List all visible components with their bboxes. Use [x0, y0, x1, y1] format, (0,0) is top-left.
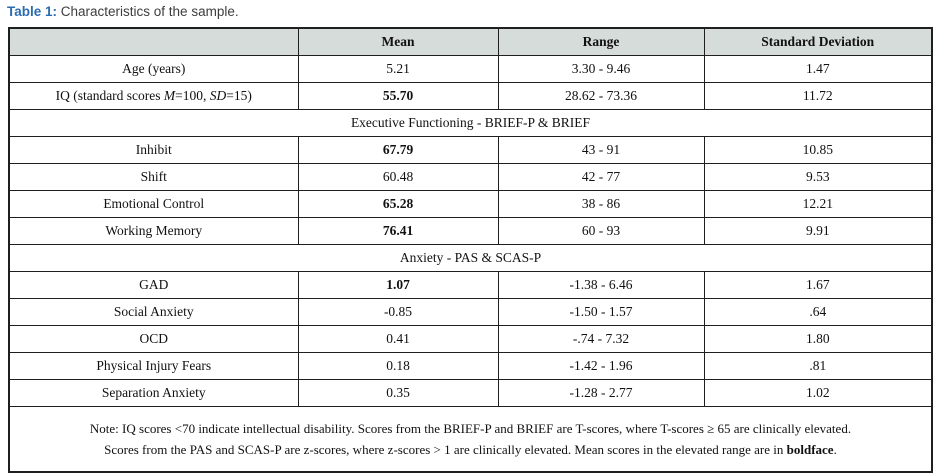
cell-sd: 1.80: [703, 325, 933, 353]
note-line-2-boldface: boldface: [786, 442, 834, 457]
table-row: Social Anxiety -0.85 -1.50 - 1.57 .64: [8, 298, 933, 326]
row-label-part-italic: M: [163, 88, 176, 103]
cell-mean: 0.35: [297, 379, 499, 407]
cell-sd: 9.53: [703, 163, 933, 191]
column-header-sd: Standard Deviation: [703, 27, 933, 56]
table-row: Separation Anxiety 0.35 -1.28 - 2.77 1.0…: [8, 379, 933, 407]
row-label: Social Anxiety: [8, 298, 299, 326]
cell-mean: -0.85: [297, 298, 499, 326]
section-header-anxiety: Anxiety - PAS & SCAS-P: [8, 244, 933, 272]
table-row: GAD 1.07 -1.38 - 6.46 1.67: [8, 271, 933, 299]
table-row: Physical Injury Fears 0.18 -1.42 - 1.96 …: [8, 352, 933, 380]
table-row: Age (years) 5.21 3.30 - 9.46 1.47: [8, 55, 933, 83]
note-line-2-text: Scores from the PAS and SCAS-P are z-sco…: [104, 442, 787, 457]
column-header-range: Range: [497, 27, 705, 56]
row-label: Inhibit: [8, 136, 299, 164]
cell-mean: 0.18: [297, 352, 499, 380]
cell-range: 43 - 91: [497, 136, 705, 164]
header-row: Mean Range Standard Deviation: [8, 27, 933, 56]
column-header-mean: Mean: [297, 27, 499, 56]
note-line-1: Note: IQ scores <70 indicate intellectua…: [89, 421, 852, 436]
cell-range: 28.62 - 73.36: [497, 82, 705, 110]
table-row: Emotional Control 65.28 38 - 86 12.21: [8, 190, 933, 218]
cell-mean: 65.28: [297, 190, 499, 218]
cell-range: -.74 - 7.32: [497, 325, 705, 353]
table-note: Note: IQ scores <70 indicate intellectua…: [8, 406, 933, 473]
section-header-executive-functioning: Executive Functioning - BRIEF-P & BRIEF: [8, 109, 933, 137]
row-label: Physical Injury Fears: [8, 352, 299, 380]
row-label: Separation Anxiety: [8, 379, 299, 407]
cell-mean: 55.70: [297, 82, 499, 110]
row-label: GAD: [8, 271, 299, 299]
cell-sd: 11.72: [703, 82, 933, 110]
row-label: Emotional Control: [8, 190, 299, 218]
note-line-2: Scores from the PAS and SCAS-P are z-sco…: [16, 439, 925, 460]
row-label-part: IQ (standard scores: [55, 88, 164, 103]
cell-range: 60 - 93: [497, 217, 705, 245]
row-label-part: =100,: [175, 88, 210, 103]
row-label: IQ (standard scores M=100, SD=15): [8, 82, 299, 110]
cell-mean: 1.07: [297, 271, 499, 299]
cell-range: 3.30 - 9.46: [497, 55, 705, 83]
cell-range: 38 - 86: [497, 190, 705, 218]
cell-sd: 10.85: [703, 136, 933, 164]
table-row: Shift 60.48 42 - 77 9.53: [8, 163, 933, 191]
cell-sd: 1.02: [703, 379, 933, 407]
row-label: Shift: [8, 163, 299, 191]
table-row: OCD 0.41 -.74 - 7.32 1.80: [8, 325, 933, 353]
cell-range: -1.50 - 1.57: [497, 298, 705, 326]
cell-range: -1.38 - 6.46: [497, 271, 705, 299]
cell-sd: 1.47: [703, 55, 933, 83]
column-header-blank: [8, 27, 299, 56]
note-row: Note: IQ scores <70 indicate intellectua…: [8, 406, 933, 473]
table-caption-text: Characteristics of the sample.: [57, 4, 239, 19]
table-row: Working Memory 76.41 60 - 93 9.91: [8, 217, 933, 245]
cell-sd: .64: [703, 298, 933, 326]
table-row: IQ (standard scores M=100, SD=15) 55.70 …: [8, 82, 933, 110]
row-label-part: =15): [226, 88, 252, 103]
cell-sd: 1.67: [703, 271, 933, 299]
characteristics-table: Mean Range Standard Deviation Age (years…: [8, 27, 933, 473]
cell-range: -1.28 - 2.77: [497, 379, 705, 407]
table-caption: Table 1: Characteristics of the sample.: [7, 3, 239, 21]
cell-mean: 67.79: [297, 136, 499, 164]
table-caption-number: Table 1:: [7, 4, 58, 19]
cell-sd: 9.91: [703, 217, 933, 245]
row-label-part-italic: SD: [209, 88, 227, 103]
row-label: Working Memory: [8, 217, 299, 245]
section-row: Anxiety - PAS & SCAS-P: [8, 244, 933, 272]
section-row: Executive Functioning - BRIEF-P & BRIEF: [8, 109, 933, 137]
characteristics-table-container: Mean Range Standard Deviation Age (years…: [8, 27, 933, 473]
row-label: OCD: [8, 325, 299, 353]
table-row: Inhibit 67.79 43 - 91 10.85: [8, 136, 933, 164]
cell-mean: 5.21: [297, 55, 499, 83]
cell-range: 42 - 77: [497, 163, 705, 191]
cell-mean: 0.41: [297, 325, 499, 353]
cell-mean: 60.48: [297, 163, 499, 191]
cell-mean: 76.41: [297, 217, 499, 245]
cell-sd: .81: [703, 352, 933, 380]
cell-sd: 12.21: [703, 190, 933, 218]
row-label: Age (years): [8, 55, 299, 83]
note-line-2-period: .: [833, 442, 837, 457]
cell-range: -1.42 - 1.96: [497, 352, 705, 380]
